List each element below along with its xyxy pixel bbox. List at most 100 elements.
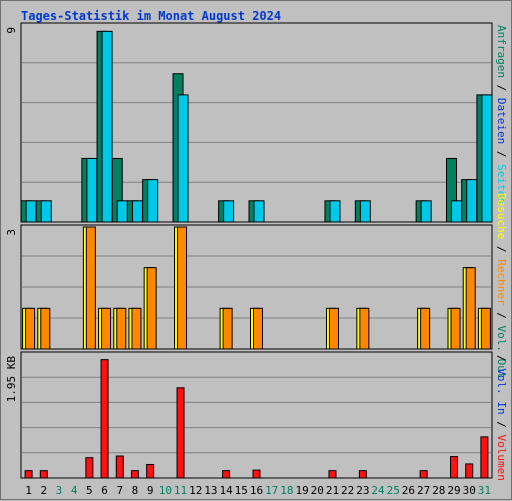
legend-bottom: / Vol. In / Volumen (495, 355, 508, 481)
bar-rechner-day-14 (222, 307, 233, 350)
legend-top-part: / (495, 144, 508, 164)
x-tick-label: 10 (159, 484, 172, 497)
legend-bottom-part: / (495, 415, 508, 435)
legend-top-part: Dateien (495, 98, 508, 144)
bar-rechner-day-21 (328, 307, 339, 350)
x-tick-label: 5 (86, 484, 93, 497)
bar-rechner-day-6 (101, 307, 112, 350)
x-tick-label: 27 (417, 484, 430, 497)
x-tick-label: 15 (235, 484, 248, 497)
bar-volumen-day-9 (146, 463, 155, 479)
bar-volumen-day-27 (419, 470, 428, 479)
bar-rechner-day-27 (420, 307, 431, 350)
bar-rechner-day-5 (85, 226, 96, 350)
legend-bottom-part: Volumen (495, 434, 508, 480)
bar-dateien-day-23 (359, 200, 371, 223)
bar-rechner-day-11 (177, 226, 188, 350)
bar-rechner-day-1 (25, 307, 36, 350)
x-tick-label: 26 (402, 484, 415, 497)
chart-title: Tages-Statistik im Monat August 2024 (21, 9, 281, 23)
bar-volumen-day-23 (358, 470, 367, 479)
legend-middle-part: Rechner (495, 259, 508, 306)
bar-volumen-day-7 (115, 455, 124, 479)
legend-top-part: Anfragen (495, 25, 508, 78)
bar-volumen-day-16 (252, 469, 261, 479)
x-tick-label: 25 (387, 484, 400, 497)
bar-dateien-day-7 (116, 200, 128, 223)
legend-middle-part: Vol. Out (495, 325, 508, 378)
x-tick-label: 24 (371, 484, 385, 497)
x-tick-label: 4 (71, 484, 78, 497)
bar-volumen-day-29 (450, 456, 459, 479)
x-tick-label: 30 (463, 484, 476, 497)
bar-dateien-day-31 (481, 94, 493, 223)
bar-rechner-day-23 (359, 307, 370, 350)
legend-top: Anfragen / Dateien / Seiten (495, 25, 508, 204)
x-tick-label: 17 (265, 484, 278, 497)
bar-rechner-day-9 (146, 267, 157, 350)
legend-top-part: Seiten (495, 164, 508, 204)
y-axis-max-label: 1.95 KB (5, 356, 18, 403)
y-axis-max-label: 3 (5, 229, 18, 236)
bar-volumen-day-31 (480, 436, 489, 479)
bar-volumen-day-6 (100, 359, 109, 479)
bar-dateien-day-16 (253, 200, 265, 223)
bar-dateien-day-14 (223, 200, 235, 223)
bar-volumen-day-14 (222, 470, 231, 479)
legend-middle-part: / (495, 239, 508, 259)
x-tick-label: 9 (147, 484, 154, 497)
bar-volumen-day-8 (130, 470, 139, 479)
bar-volumen-day-30 (465, 463, 474, 479)
bar-rechner-day-31 (480, 307, 491, 350)
bar-rechner-day-2 (40, 307, 51, 350)
x-tick-label: 18 (280, 484, 293, 497)
x-tick-label: 13 (204, 484, 217, 497)
bar-dateien-day-8 (131, 200, 143, 223)
x-tick-label: 31 (478, 484, 491, 497)
bar-dateien-day-27 (420, 200, 432, 223)
x-tick-label: 3 (56, 484, 63, 497)
bar-dateien-day-11 (177, 94, 189, 223)
bar-dateien-day-6 (101, 30, 113, 223)
bar-dateien-day-5 (86, 157, 98, 223)
legend-bottom-part: / (495, 355, 508, 368)
x-tick-label: 11 (174, 484, 187, 497)
legend-middle: Besuche / Rechner / Vol. Out (495, 193, 508, 378)
bar-volumen-day-21 (328, 470, 337, 479)
bar-dateien-day-29 (451, 200, 463, 223)
bar-volumen-day-5 (85, 457, 94, 479)
x-tick-label: 19 (295, 484, 308, 497)
x-tick-label: 2 (40, 484, 47, 497)
x-tick-label: 16 (250, 484, 263, 497)
bar-rechner-day-29 (450, 307, 461, 350)
x-tick-label: 14 (219, 484, 233, 497)
bar-dateien-day-1 (25, 200, 37, 223)
x-tick-label: 8 (132, 484, 139, 497)
y-axis-max-label: 9 (5, 27, 18, 34)
bar-dateien-day-30 (466, 179, 478, 223)
bar-volumen-day-2 (39, 470, 48, 479)
x-tick-label: 6 (101, 484, 108, 497)
x-tick-label: 1 (25, 484, 32, 497)
x-tick-label: 21 (326, 484, 339, 497)
bar-dateien-day-21 (329, 200, 341, 223)
bar-rechner-day-16 (253, 307, 263, 350)
bar-volumen-day-1 (24, 470, 33, 479)
bar-dateien-day-9 (147, 179, 159, 223)
legend-top-part: / (495, 78, 508, 98)
x-tick-label: 12 (189, 484, 202, 497)
bar-volumen-day-11 (176, 387, 185, 479)
bar-rechner-day-8 (131, 307, 142, 350)
x-tick-label: 7 (116, 484, 123, 497)
x-tick-label: 23 (356, 484, 369, 497)
legend-middle-part: Besuche (495, 193, 508, 239)
bar-rechner-day-30 (465, 267, 476, 350)
legend-middle-part: / (495, 306, 508, 326)
x-tick-label: 22 (341, 484, 354, 497)
panel-3-area (20, 351, 493, 479)
x-tick-label: 29 (447, 484, 460, 497)
x-tick-label: 28 (432, 484, 445, 497)
legend-bottom-part: Vol. In (495, 368, 508, 414)
